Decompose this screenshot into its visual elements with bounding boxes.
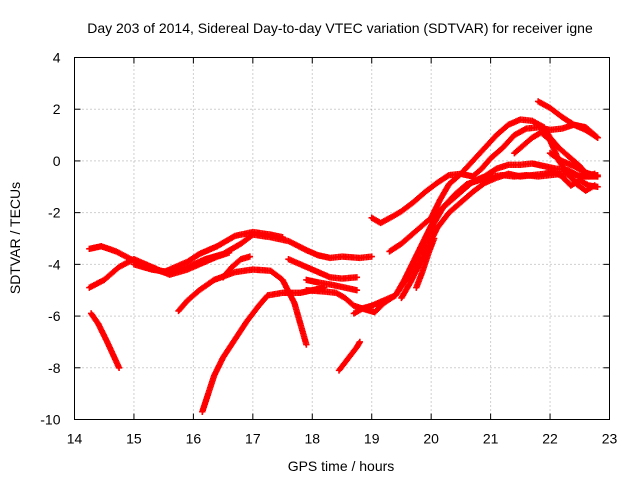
series-s9: [303, 276, 361, 294]
y-tick-label: 4: [53, 50, 61, 66]
y-tick-label: -10: [40, 412, 60, 428]
series-s19: [546, 149, 601, 180]
data-point: [353, 274, 361, 281]
series-s10: [303, 170, 598, 316]
x-tick-label: 21: [483, 431, 499, 447]
y-tick-label: -8: [48, 360, 61, 376]
series-s1: [87, 310, 123, 371]
x-tick-label: 17: [245, 431, 261, 447]
x-tick-label: 16: [186, 431, 202, 447]
x-tick-label: 20: [423, 431, 439, 447]
plot-frame: [74, 57, 610, 420]
data-point: [594, 173, 601, 180]
series-s8: [285, 255, 361, 282]
data-point: [594, 134, 601, 141]
x-tick-label: 18: [304, 431, 320, 447]
ticks-layer: 14 15 16 17 18 19 20 21 22 23 -10 -8 -6 -4 -2 0 2 4: [40, 50, 617, 447]
data-layer: [86, 98, 601, 415]
x-tick-label: 23: [602, 431, 618, 447]
x-tick-label: 22: [542, 431, 558, 447]
y-tick-label: -2: [48, 205, 61, 221]
x-tick-label: 15: [126, 431, 142, 447]
data-point: [593, 133, 600, 140]
data-point: [368, 253, 375, 260]
y-tick-label: -4: [48, 256, 61, 272]
y-tick-label: -6: [48, 308, 61, 324]
data-point: [246, 253, 254, 260]
series-s14: [386, 116, 601, 255]
series-s16: [413, 235, 438, 291]
series-s17: [511, 129, 598, 194]
series-s12: [350, 160, 601, 317]
series-s5: [175, 266, 310, 348]
series-s18: [534, 98, 601, 141]
series-s4: [130, 231, 375, 276]
data-point: [353, 287, 361, 294]
series-s11: [335, 338, 364, 374]
data-point: [430, 235, 438, 242]
x-tick-label: 19: [364, 431, 380, 447]
data-point: [303, 341, 310, 348]
y-axis-title: SDTVAR / TECUs: [7, 182, 23, 294]
series-s13: [368, 121, 601, 227]
data-point: [591, 182, 598, 189]
series-s6: [199, 284, 328, 415]
y-tick-label: 0: [53, 153, 61, 169]
series-s7: [219, 253, 254, 281]
chart-title: Day 203 of 2014, Sidereal Day-to-day VTE…: [87, 20, 593, 36]
x-axis-title: GPS time / hours: [288, 458, 395, 474]
data-point: [444, 172, 451, 180]
x-tick-label: 14: [67, 431, 83, 447]
y-tick-label: 2: [53, 101, 61, 117]
data-point: [115, 364, 123, 371]
data-point: [356, 338, 364, 346]
